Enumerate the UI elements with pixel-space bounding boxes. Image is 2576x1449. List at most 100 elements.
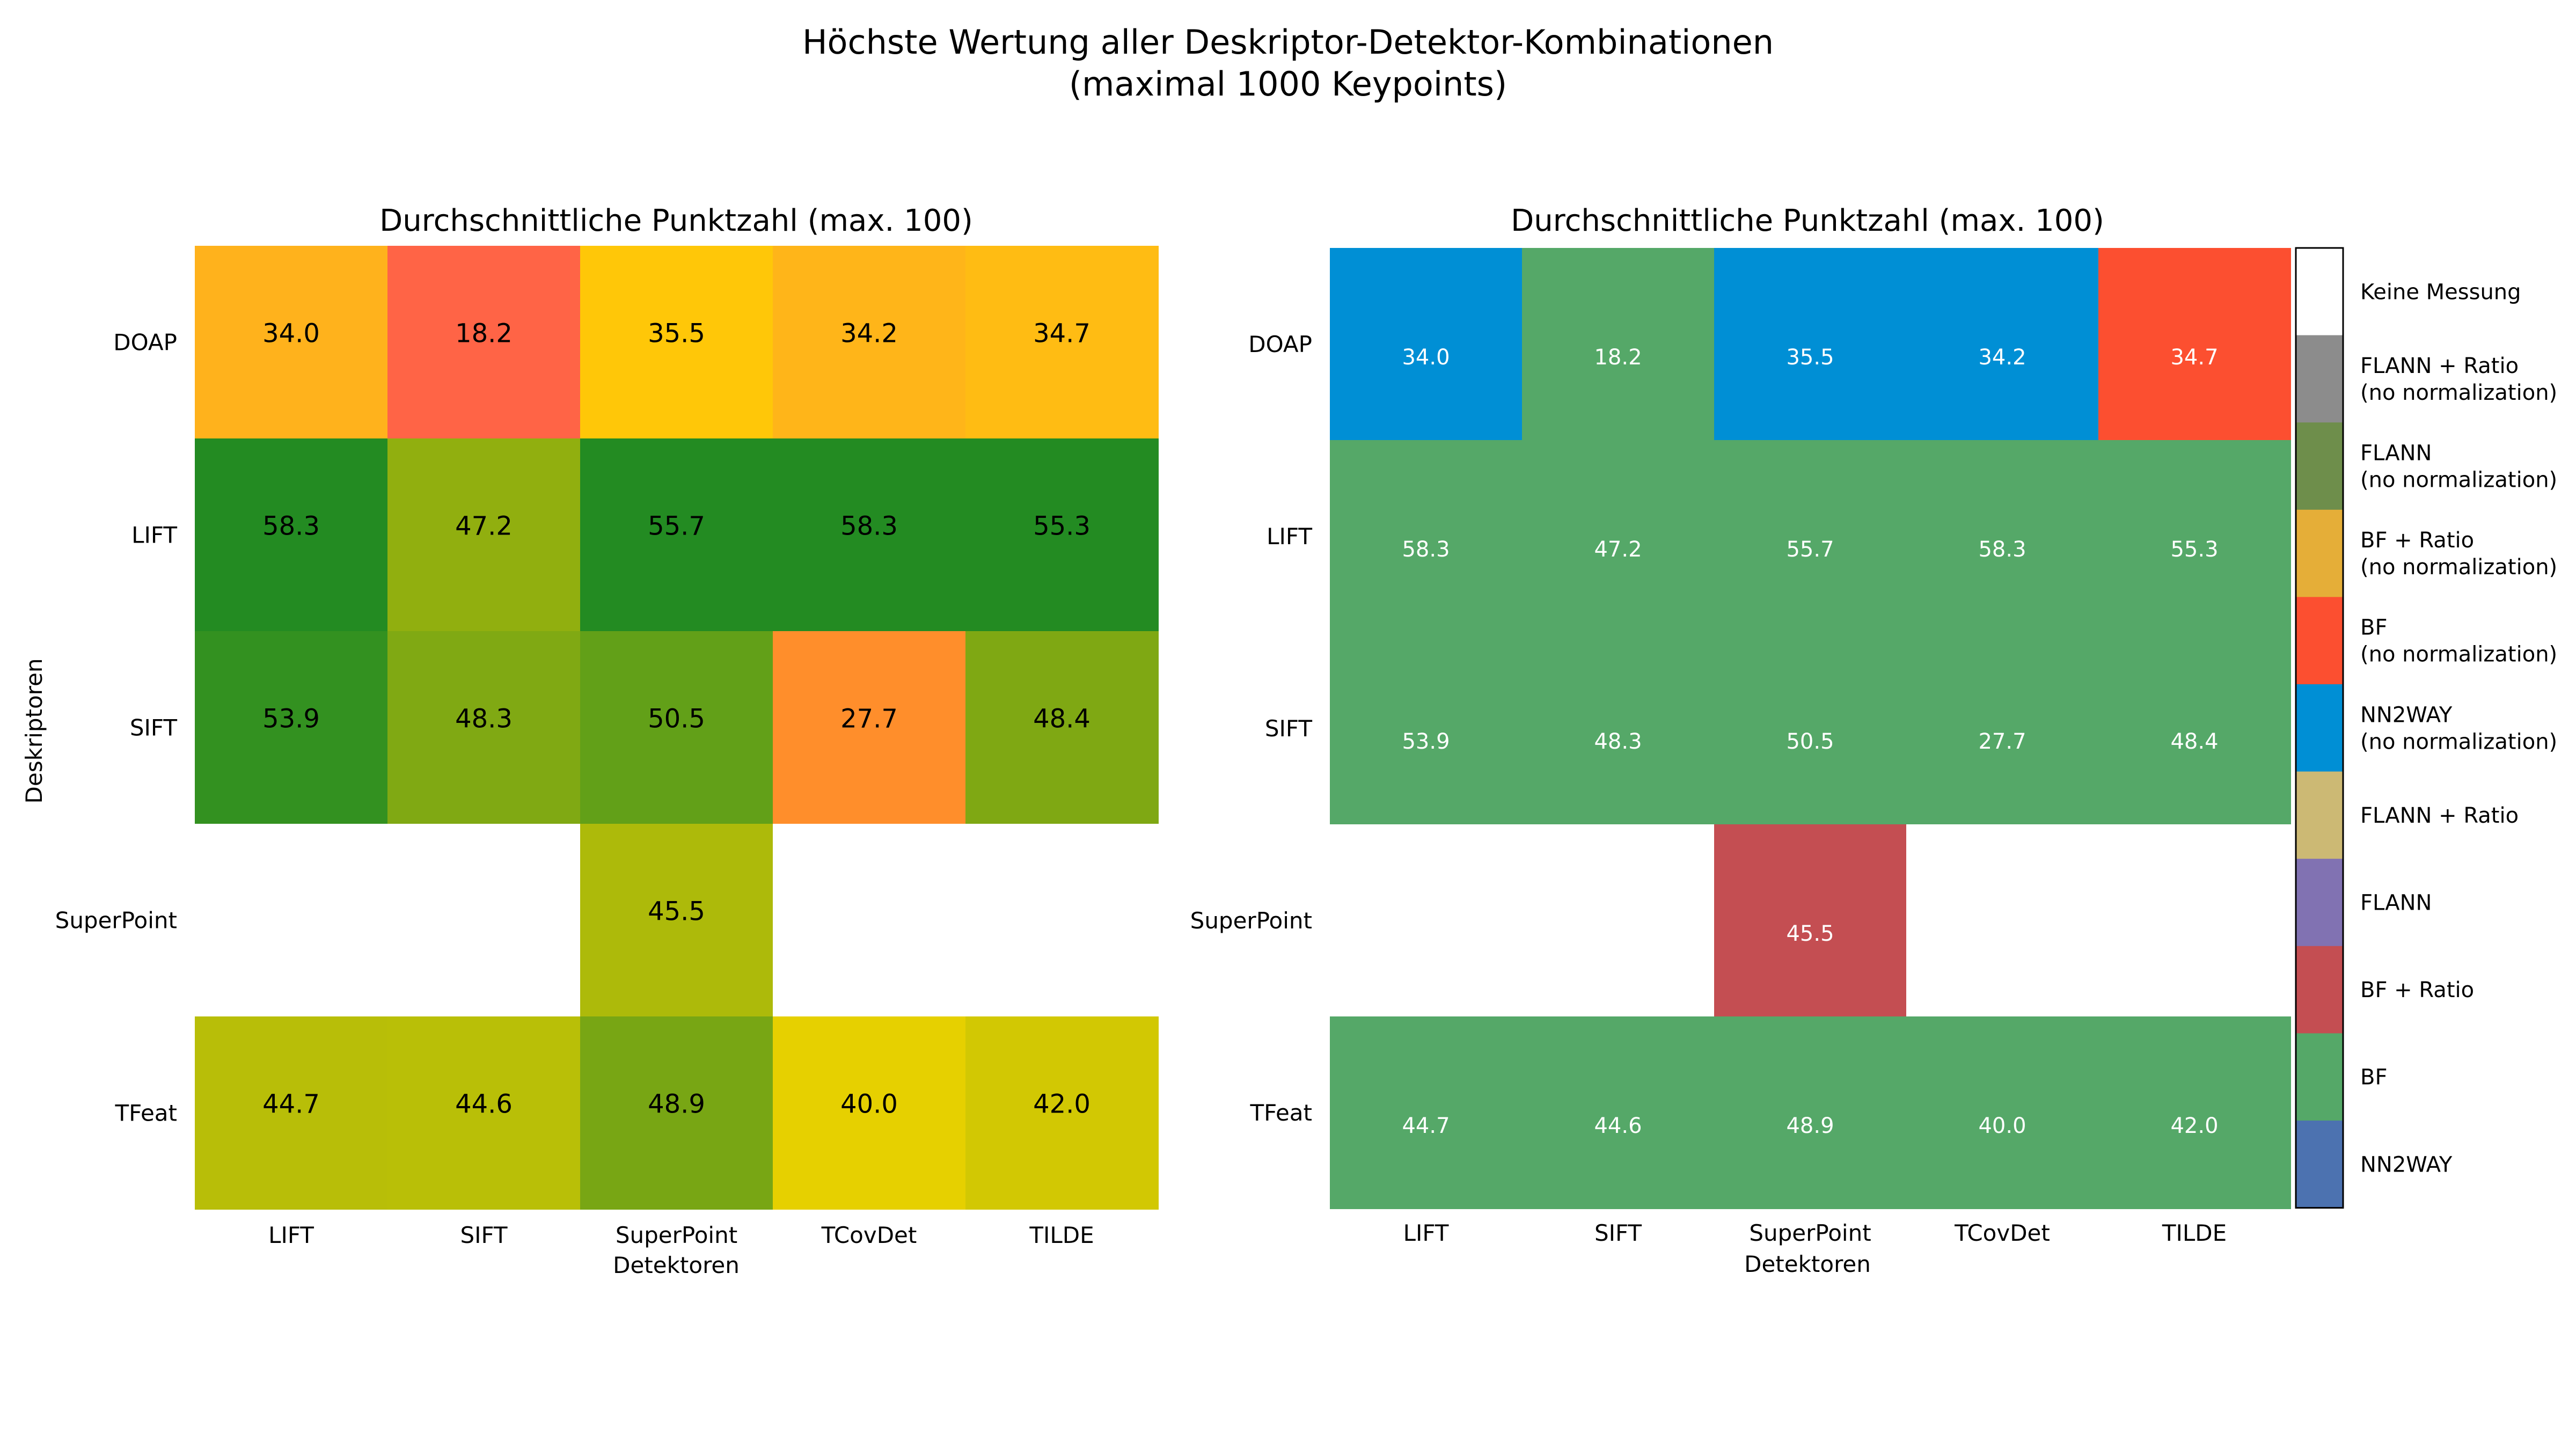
legend-swatch [2296, 335, 2343, 423]
heatmap-cell [1906, 440, 2099, 633]
heatmap-cell [1522, 824, 1715, 1017]
heatmap-cell [2098, 440, 2291, 633]
cell-value-label: 35.5 [648, 319, 705, 349]
legend-label: BF (no normalization) [2360, 616, 2557, 667]
heatmap-cell [773, 438, 966, 632]
left-y-axis-label: Deskriptoren [21, 658, 47, 804]
x-tick-label: TCovDet [1954, 1220, 2050, 1246]
heatmap-cell [387, 438, 581, 632]
cell-value-label: 48.3 [1594, 729, 1642, 754]
legend-swatch [2296, 248, 2343, 336]
cell-value-label: 48.4 [1033, 704, 1091, 734]
y-tick-label: TFeat [1249, 1100, 1312, 1126]
cell-value-label: 48.3 [455, 704, 513, 734]
cell-value-label: 58.3 [262, 511, 320, 541]
cell-value-label: 50.5 [1786, 729, 1834, 754]
cell-value-label: 48.9 [648, 1089, 705, 1119]
cell-value-label: 44.6 [1594, 1114, 1642, 1138]
heatmap-cell [965, 438, 1159, 632]
heatmap-cell [2098, 824, 2291, 1017]
figure-title-line2: (maximal 1000 Keypoints) [1069, 64, 1507, 104]
heatmap-cell [1522, 632, 1715, 825]
heatmap-cell [1714, 248, 1907, 441]
x-tick-label: TCovDet [821, 1222, 917, 1248]
right-heatmap: Durchschnittliche Punktzahl (max. 100) 3… [1190, 203, 2291, 1277]
heatmap-cell [387, 1016, 581, 1210]
y-tick-label: SIFT [1265, 715, 1312, 742]
cell-value-label: 40.0 [840, 1089, 898, 1119]
legend-label: Keine Messung [2360, 280, 2521, 304]
right-y-ticks: DOAP LIFT SIFT SuperPoint TFeat [1190, 331, 1313, 1126]
cell-value-label: 34.2 [1978, 345, 2026, 370]
cell-value-label: 55.7 [1786, 537, 1834, 562]
left-heatmap: Durchschnittliche Punktzahl (max. 100) 3… [21, 203, 1159, 1278]
heatmap-cell [387, 824, 581, 1017]
legend-swatch [2296, 771, 2343, 860]
x-tick-label: TILDE [1029, 1222, 1094, 1248]
cell-value-label: 27.7 [840, 704, 898, 734]
x-tick-label: SIFT [460, 1222, 507, 1248]
heatmap-cell [773, 824, 966, 1017]
legend-label: NN2WAY (no normalization) [2360, 702, 2557, 754]
right-x-axis-label: Detektoren [1744, 1251, 1871, 1277]
heatmap-cell [965, 824, 1159, 1017]
heatmap-cell [580, 438, 773, 632]
heatmap-cell [965, 631, 1159, 824]
y-tick-label: DOAP [113, 330, 177, 356]
cell-value-label: 47.2 [455, 511, 513, 541]
heatmap-cell [1522, 1016, 1715, 1209]
heatmap-cell [1906, 1016, 2099, 1209]
cell-value-label: 34.7 [2170, 345, 2218, 370]
cell-value-label: 55.3 [2170, 537, 2218, 562]
cell-value-label: 18.2 [455, 319, 513, 349]
cell-value-label: 48.9 [1786, 1114, 1834, 1138]
heatmap-cell [1330, 632, 1523, 825]
heatmap-cell [1906, 824, 2099, 1017]
heatmap-cell [1906, 632, 2099, 825]
x-tick-label: TILDE [2162, 1220, 2227, 1246]
legend-swatch [2296, 1121, 2343, 1209]
left-y-ticks: DOAP LIFT SIFT SuperPoint TFeat [55, 330, 178, 1126]
heatmap-cell [195, 246, 388, 439]
legend-frame [2295, 247, 2344, 1209]
cell-value-label: 34.0 [1402, 345, 1450, 370]
heatmap-cell [2098, 632, 2291, 825]
y-tick-label: DOAP [1248, 331, 1312, 357]
heatmap-cell [1714, 632, 1907, 825]
heatmap-cell [1906, 248, 2099, 441]
heatmap-cell [1714, 1016, 1907, 1209]
cell-value-label: 40.0 [1978, 1114, 2026, 1138]
legend-swatch [2296, 684, 2343, 772]
heatmap-cell [580, 246, 773, 439]
x-tick-label: LIFT [268, 1222, 314, 1248]
heatmap-cell [195, 438, 388, 632]
cell-value-label: 44.7 [1402, 1114, 1450, 1138]
heatmap-cell [965, 1016, 1159, 1210]
heatmap-cell [580, 631, 773, 824]
heatmap-cell [1714, 440, 1907, 633]
x-tick-label: SuperPoint [616, 1222, 737, 1248]
cell-value-label: 58.3 [1978, 537, 2026, 562]
y-tick-label: SIFT [130, 715, 177, 741]
cell-value-label: 53.9 [1402, 729, 1450, 754]
heatmap-cell [195, 631, 388, 824]
legend-swatch [2296, 597, 2343, 685]
legend-swatch [2296, 422, 2343, 510]
y-tick-label: SuperPoint [1190, 908, 1312, 934]
heatmap-cell [387, 246, 581, 439]
legend-swatch [2296, 946, 2343, 1034]
heatmap-cell [773, 631, 966, 824]
cell-value-label: 45.5 [1786, 921, 1834, 946]
heatmap-cell [1330, 248, 1523, 441]
legend-label: NN2WAY [2360, 1152, 2453, 1177]
right-heatmap-cells: 34.0 18.2 35.5 34.2 34.7 58.3 47.2 55.7 58.3 55.3… [1330, 248, 2291, 1209]
right-x-ticks: LIFT SIFT SuperPoint TCovDet TILDE [1403, 1220, 2227, 1246]
left-chart-title: Durchschnittliche Punktzahl (max. 100) [379, 203, 973, 238]
heatmap-cell [1522, 248, 1715, 441]
legend-label: FLANN + Ratio [2360, 803, 2519, 828]
legend-swatch [2296, 1033, 2343, 1121]
cell-value-label: 42.0 [1033, 1089, 1091, 1119]
left-x-ticks: LIFT SIFT SuperPoint TCovDet TILDE [268, 1222, 1094, 1248]
legend-swatch [2296, 859, 2343, 947]
